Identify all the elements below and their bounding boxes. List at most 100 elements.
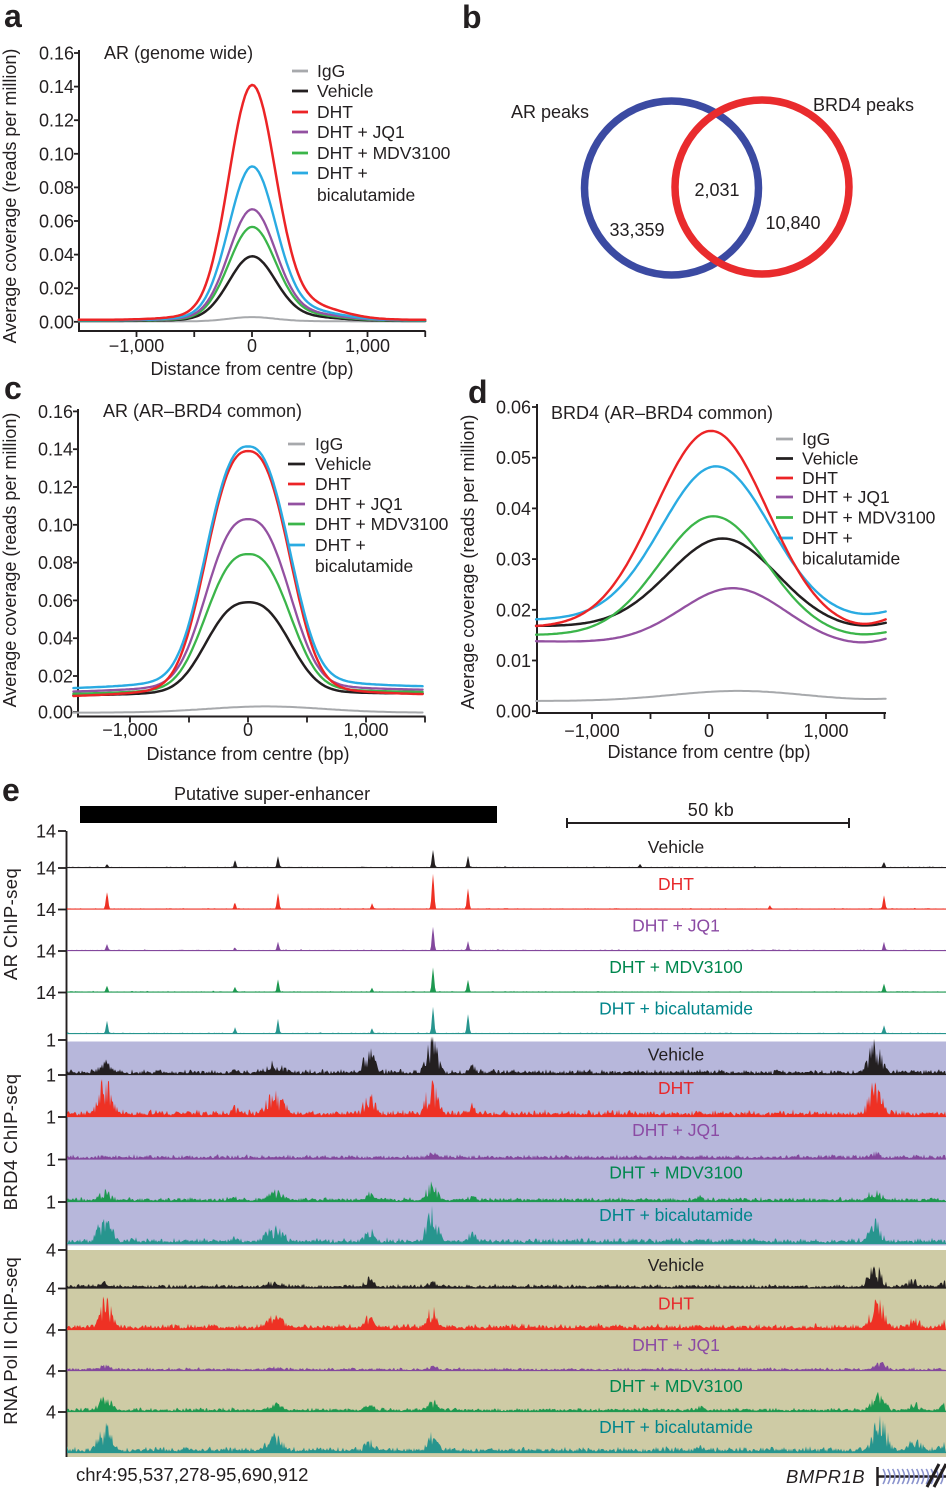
svg-text:d: d	[468, 374, 488, 410]
svg-text:0.16: 0.16	[39, 44, 74, 64]
svg-text:1: 1	[46, 1150, 56, 1170]
svg-text:DHT + JQ1: DHT + JQ1	[632, 1120, 720, 1140]
svg-text:14: 14	[36, 822, 56, 842]
svg-text:Average coverage (reads per mi: Average coverage (reads per million)	[458, 415, 478, 710]
svg-text:4: 4	[46, 1321, 56, 1341]
svg-text:DHT: DHT	[658, 1078, 694, 1098]
svg-text:AR ChIP-seq: AR ChIP-seq	[0, 868, 21, 980]
svg-text:Vehicle: Vehicle	[648, 837, 704, 857]
svg-text:DHT + JQ1: DHT + JQ1	[315, 494, 403, 514]
svg-text:BMPR1B: BMPR1B	[786, 1466, 865, 1487]
svg-text:0.00: 0.00	[39, 312, 74, 332]
svg-text:bicalutamide: bicalutamide	[315, 556, 413, 576]
svg-text:IgG: IgG	[317, 61, 345, 81]
svg-text:4: 4	[46, 1403, 56, 1423]
svg-text:IgG: IgG	[315, 434, 343, 454]
svg-text:1: 1	[46, 1108, 56, 1128]
svg-text:4: 4	[46, 1362, 56, 1382]
svg-text:−1,000: −1,000	[564, 721, 620, 741]
svg-text:0.14: 0.14	[39, 77, 74, 97]
svg-text:DHT +: DHT +	[317, 163, 368, 183]
svg-text:DHT + bicalutamide: DHT + bicalutamide	[599, 1417, 753, 1437]
svg-text:DHT + JQ1: DHT + JQ1	[317, 122, 405, 142]
svg-text:a: a	[4, 0, 22, 34]
svg-text:0.12: 0.12	[39, 111, 74, 131]
svg-text:DHT +: DHT +	[802, 528, 853, 548]
svg-text:0.12: 0.12	[38, 478, 73, 498]
svg-text:0: 0	[243, 720, 253, 740]
svg-text:0.03: 0.03	[496, 550, 531, 570]
svg-text:DHT: DHT	[317, 102, 353, 122]
svg-text:1: 1	[46, 1193, 56, 1213]
svg-text:DHT + JQ1: DHT + JQ1	[632, 916, 720, 936]
svg-text:Putative super-enhancer: Putative super-enhancer	[174, 784, 370, 804]
svg-text:IgG: IgG	[802, 429, 830, 449]
svg-text:0.04: 0.04	[496, 499, 531, 519]
svg-text:0: 0	[247, 336, 257, 356]
svg-text:0.00: 0.00	[496, 702, 531, 722]
svg-text:Vehicle: Vehicle	[648, 1045, 704, 1065]
svg-text:0.14: 0.14	[38, 440, 73, 460]
svg-text:DHT: DHT	[315, 474, 351, 494]
svg-text:DHT + MDV3100: DHT + MDV3100	[609, 1376, 743, 1396]
svg-text:BRD4 ChIP-seq: BRD4 ChIP-seq	[0, 1074, 21, 1211]
svg-text:BRD4 peaks: BRD4 peaks	[813, 95, 914, 115]
svg-text:0.06: 0.06	[496, 398, 531, 418]
svg-text:2,031: 2,031	[694, 180, 739, 200]
svg-text:0.16: 0.16	[38, 402, 73, 422]
svg-text:14: 14	[36, 859, 56, 879]
svg-text:DHT + MDV3100: DHT + MDV3100	[315, 514, 449, 534]
svg-text:0.02: 0.02	[38, 667, 73, 687]
svg-text:DHT + JQ1: DHT + JQ1	[802, 487, 890, 507]
svg-text:DHT + MDV3100: DHT + MDV3100	[317, 143, 451, 163]
svg-text:0.02: 0.02	[39, 279, 74, 299]
svg-text:DHT +: DHT +	[315, 535, 366, 555]
svg-text:bicalutamide: bicalutamide	[317, 185, 415, 205]
svg-text:−1,000: −1,000	[109, 336, 165, 356]
svg-text:0: 0	[704, 721, 714, 741]
svg-text:Vehicle: Vehicle	[648, 1255, 704, 1275]
svg-text:b: b	[462, 0, 482, 35]
svg-text:14: 14	[36, 900, 56, 920]
svg-text:0.10: 0.10	[39, 144, 74, 164]
svg-text:RNA Pol II ChIP-seq: RNA Pol II ChIP-seq	[0, 1257, 21, 1425]
svg-text:1: 1	[46, 1031, 56, 1051]
svg-text:e: e	[2, 772, 20, 808]
svg-text:DHT + JQ1: DHT + JQ1	[632, 1335, 720, 1355]
svg-text:0.00: 0.00	[38, 703, 73, 723]
svg-text:DHT + bicalutamide: DHT + bicalutamide	[599, 1205, 753, 1225]
svg-text:14: 14	[36, 942, 56, 962]
svg-text:DHT: DHT	[658, 874, 694, 894]
svg-text:DHT + bicalutamide: DHT + bicalutamide	[599, 999, 753, 1019]
svg-text:Average coverage (reads per mi: Average coverage (reads per million)	[0, 49, 20, 344]
svg-text:50 kb: 50 kb	[688, 800, 735, 820]
svg-text:1: 1	[46, 1066, 56, 1086]
svg-text:DHT + MDV3100: DHT + MDV3100	[802, 508, 936, 528]
svg-text:1,000: 1,000	[343, 720, 388, 740]
svg-text:Vehicle: Vehicle	[317, 81, 373, 101]
svg-text:4: 4	[46, 1241, 56, 1261]
svg-text:0.02: 0.02	[496, 600, 531, 620]
svg-text:1,000: 1,000	[803, 721, 848, 741]
svg-text:−1,000: −1,000	[102, 720, 158, 740]
svg-text:DHT: DHT	[802, 468, 838, 488]
svg-text:0.08: 0.08	[38, 553, 73, 573]
svg-text:0.04: 0.04	[38, 629, 73, 649]
svg-text:DHT: DHT	[658, 1294, 694, 1314]
svg-text:AR (AR–BRD4 common): AR (AR–BRD4 common)	[103, 401, 302, 421]
svg-text:0.05: 0.05	[496, 448, 531, 468]
svg-text:Distance from centre (bp): Distance from centre (bp)	[607, 742, 810, 762]
svg-text:0.01: 0.01	[496, 651, 531, 671]
svg-text:Distance from centre (bp): Distance from centre (bp)	[150, 359, 353, 379]
svg-text:Vehicle: Vehicle	[315, 454, 371, 474]
svg-text:c: c	[4, 370, 22, 406]
svg-text:Vehicle: Vehicle	[802, 449, 858, 469]
svg-text:AR peaks: AR peaks	[511, 102, 589, 122]
svg-text:bicalutamide: bicalutamide	[802, 549, 900, 569]
svg-text:10,840: 10,840	[765, 213, 820, 233]
svg-text:33,359: 33,359	[609, 220, 664, 240]
svg-text:chr4:95,537,278-95,690,912: chr4:95,537,278-95,690,912	[76, 1464, 308, 1485]
svg-text:0.06: 0.06	[39, 212, 74, 232]
svg-text:0.04: 0.04	[39, 245, 74, 265]
svg-text:4: 4	[46, 1279, 56, 1299]
